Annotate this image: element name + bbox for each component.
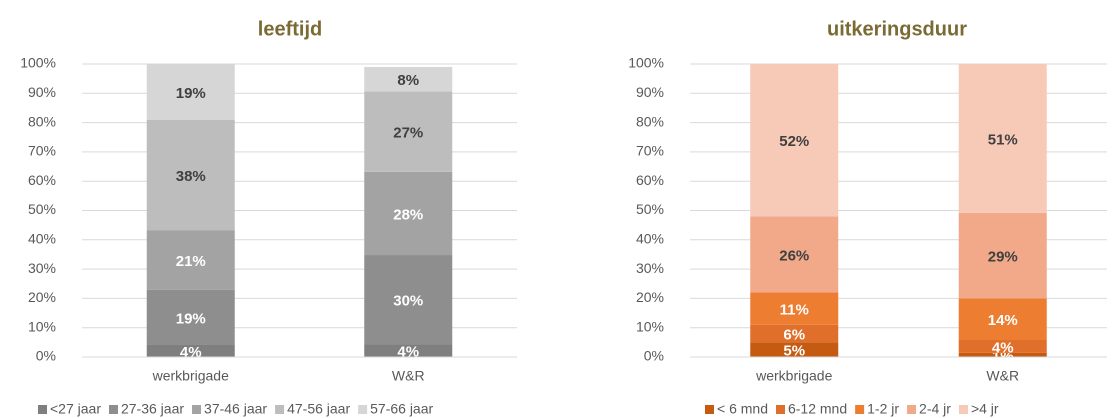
chart-title: leeftijd — [258, 18, 322, 40]
bar-segment — [146, 119, 235, 231]
data-label: 14% — [988, 312, 1018, 329]
bar-segment — [958, 64, 1047, 213]
legend-label: 37-46 jaar — [204, 401, 267, 417]
y-tick-label: 90% — [636, 84, 664, 100]
legend-swatch — [775, 405, 785, 414]
bar-segment — [958, 340, 1047, 353]
data-label: 19% — [176, 310, 206, 327]
legend-swatch — [275, 405, 285, 414]
y-tick-label: 30% — [636, 260, 664, 276]
legend-label: 47-56 jaar — [287, 401, 350, 417]
y-tick-label: 10% — [28, 318, 56, 334]
y-tick-label: 10% — [636, 318, 664, 334]
bar-segment — [958, 352, 1047, 357]
bar-segment — [750, 292, 839, 325]
chart-title: uitkeringsduur — [827, 18, 967, 40]
legend-swatch — [705, 405, 714, 414]
legend-label: <27 jaar — [50, 401, 101, 417]
bar-segment — [146, 344, 235, 357]
data-label: 29% — [988, 249, 1018, 266]
y-tick-label: 80% — [28, 113, 56, 129]
y-tick-label: 70% — [28, 143, 56, 159]
y-tick-label: 70% — [636, 143, 664, 159]
legend-label: >4 jr — [971, 401, 999, 417]
data-label: 51% — [988, 131, 1018, 148]
bar-segment — [958, 298, 1047, 341]
data-label: 8% — [397, 72, 419, 89]
bar-segment — [750, 342, 839, 357]
y-tick-label: 90% — [28, 84, 56, 100]
y-tick-label: 100% — [20, 55, 56, 71]
legend-label: 27-36 jaar — [121, 401, 184, 417]
legend-label: < 6 mnd — [717, 401, 768, 417]
bar-segment — [146, 289, 235, 345]
bar-segment — [364, 171, 453, 256]
bar-segment — [146, 230, 235, 290]
bar-segment — [364, 66, 453, 92]
y-tick-label: 60% — [28, 172, 56, 188]
legend-swatch — [192, 405, 202, 414]
bar-segment — [146, 64, 235, 120]
y-tick-label: 50% — [28, 201, 56, 217]
legend-swatch — [38, 405, 47, 414]
bar-segment — [364, 255, 453, 345]
legend-label: 6-12 mnd — [788, 401, 847, 417]
data-label: 38% — [176, 168, 206, 185]
legend-swatch — [907, 405, 917, 414]
legend-label: 57-66 jaar — [370, 401, 433, 417]
x-tick-label: W&R — [392, 368, 425, 384]
y-tick-label: 20% — [28, 289, 56, 305]
bar-segment — [958, 212, 1047, 299]
data-label: 28% — [393, 206, 423, 223]
data-label: 27% — [393, 125, 423, 142]
data-label: 26% — [779, 247, 809, 264]
legend-swatch — [358, 405, 368, 414]
data-label: 21% — [176, 253, 206, 270]
legend-swatch — [855, 405, 865, 414]
bar-segment — [364, 344, 453, 357]
legend-label: 2-4 jr — [919, 401, 951, 417]
data-label: 11% — [780, 302, 809, 319]
data-label: 4% — [397, 344, 419, 361]
legend-label: 1-2 jr — [867, 401, 899, 417]
x-tick-label: werkbrigade — [152, 368, 229, 384]
data-label: 5% — [783, 343, 805, 360]
y-tick-label: 80% — [636, 113, 664, 129]
data-label: 4% — [992, 339, 1014, 356]
y-tick-label: 0% — [644, 348, 664, 364]
y-tick-label: 60% — [636, 172, 664, 188]
y-tick-label: 100% — [628, 55, 664, 71]
y-tick-label: 0% — [36, 348, 56, 364]
y-tick-label: 30% — [28, 260, 56, 276]
y-tick-label: 40% — [28, 231, 56, 247]
y-tick-label: 50% — [636, 201, 664, 217]
data-label: 4% — [180, 344, 202, 361]
legend-swatch — [958, 405, 968, 414]
data-label: 6% — [783, 327, 805, 344]
x-tick-label: werkbrigade — [755, 368, 832, 384]
bar-segment — [750, 216, 839, 293]
legend-swatch — [108, 405, 118, 414]
bar-segment — [364, 91, 453, 172]
bar-segment — [750, 324, 839, 343]
y-tick-label: 20% — [636, 289, 664, 305]
data-label: 19% — [176, 85, 206, 102]
y-tick-label: 40% — [636, 231, 664, 247]
x-tick-label: W&R — [986, 368, 1019, 384]
data-label: 52% — [779, 133, 809, 150]
bar-segment — [750, 64, 839, 217]
data-label: 30% — [393, 293, 423, 310]
